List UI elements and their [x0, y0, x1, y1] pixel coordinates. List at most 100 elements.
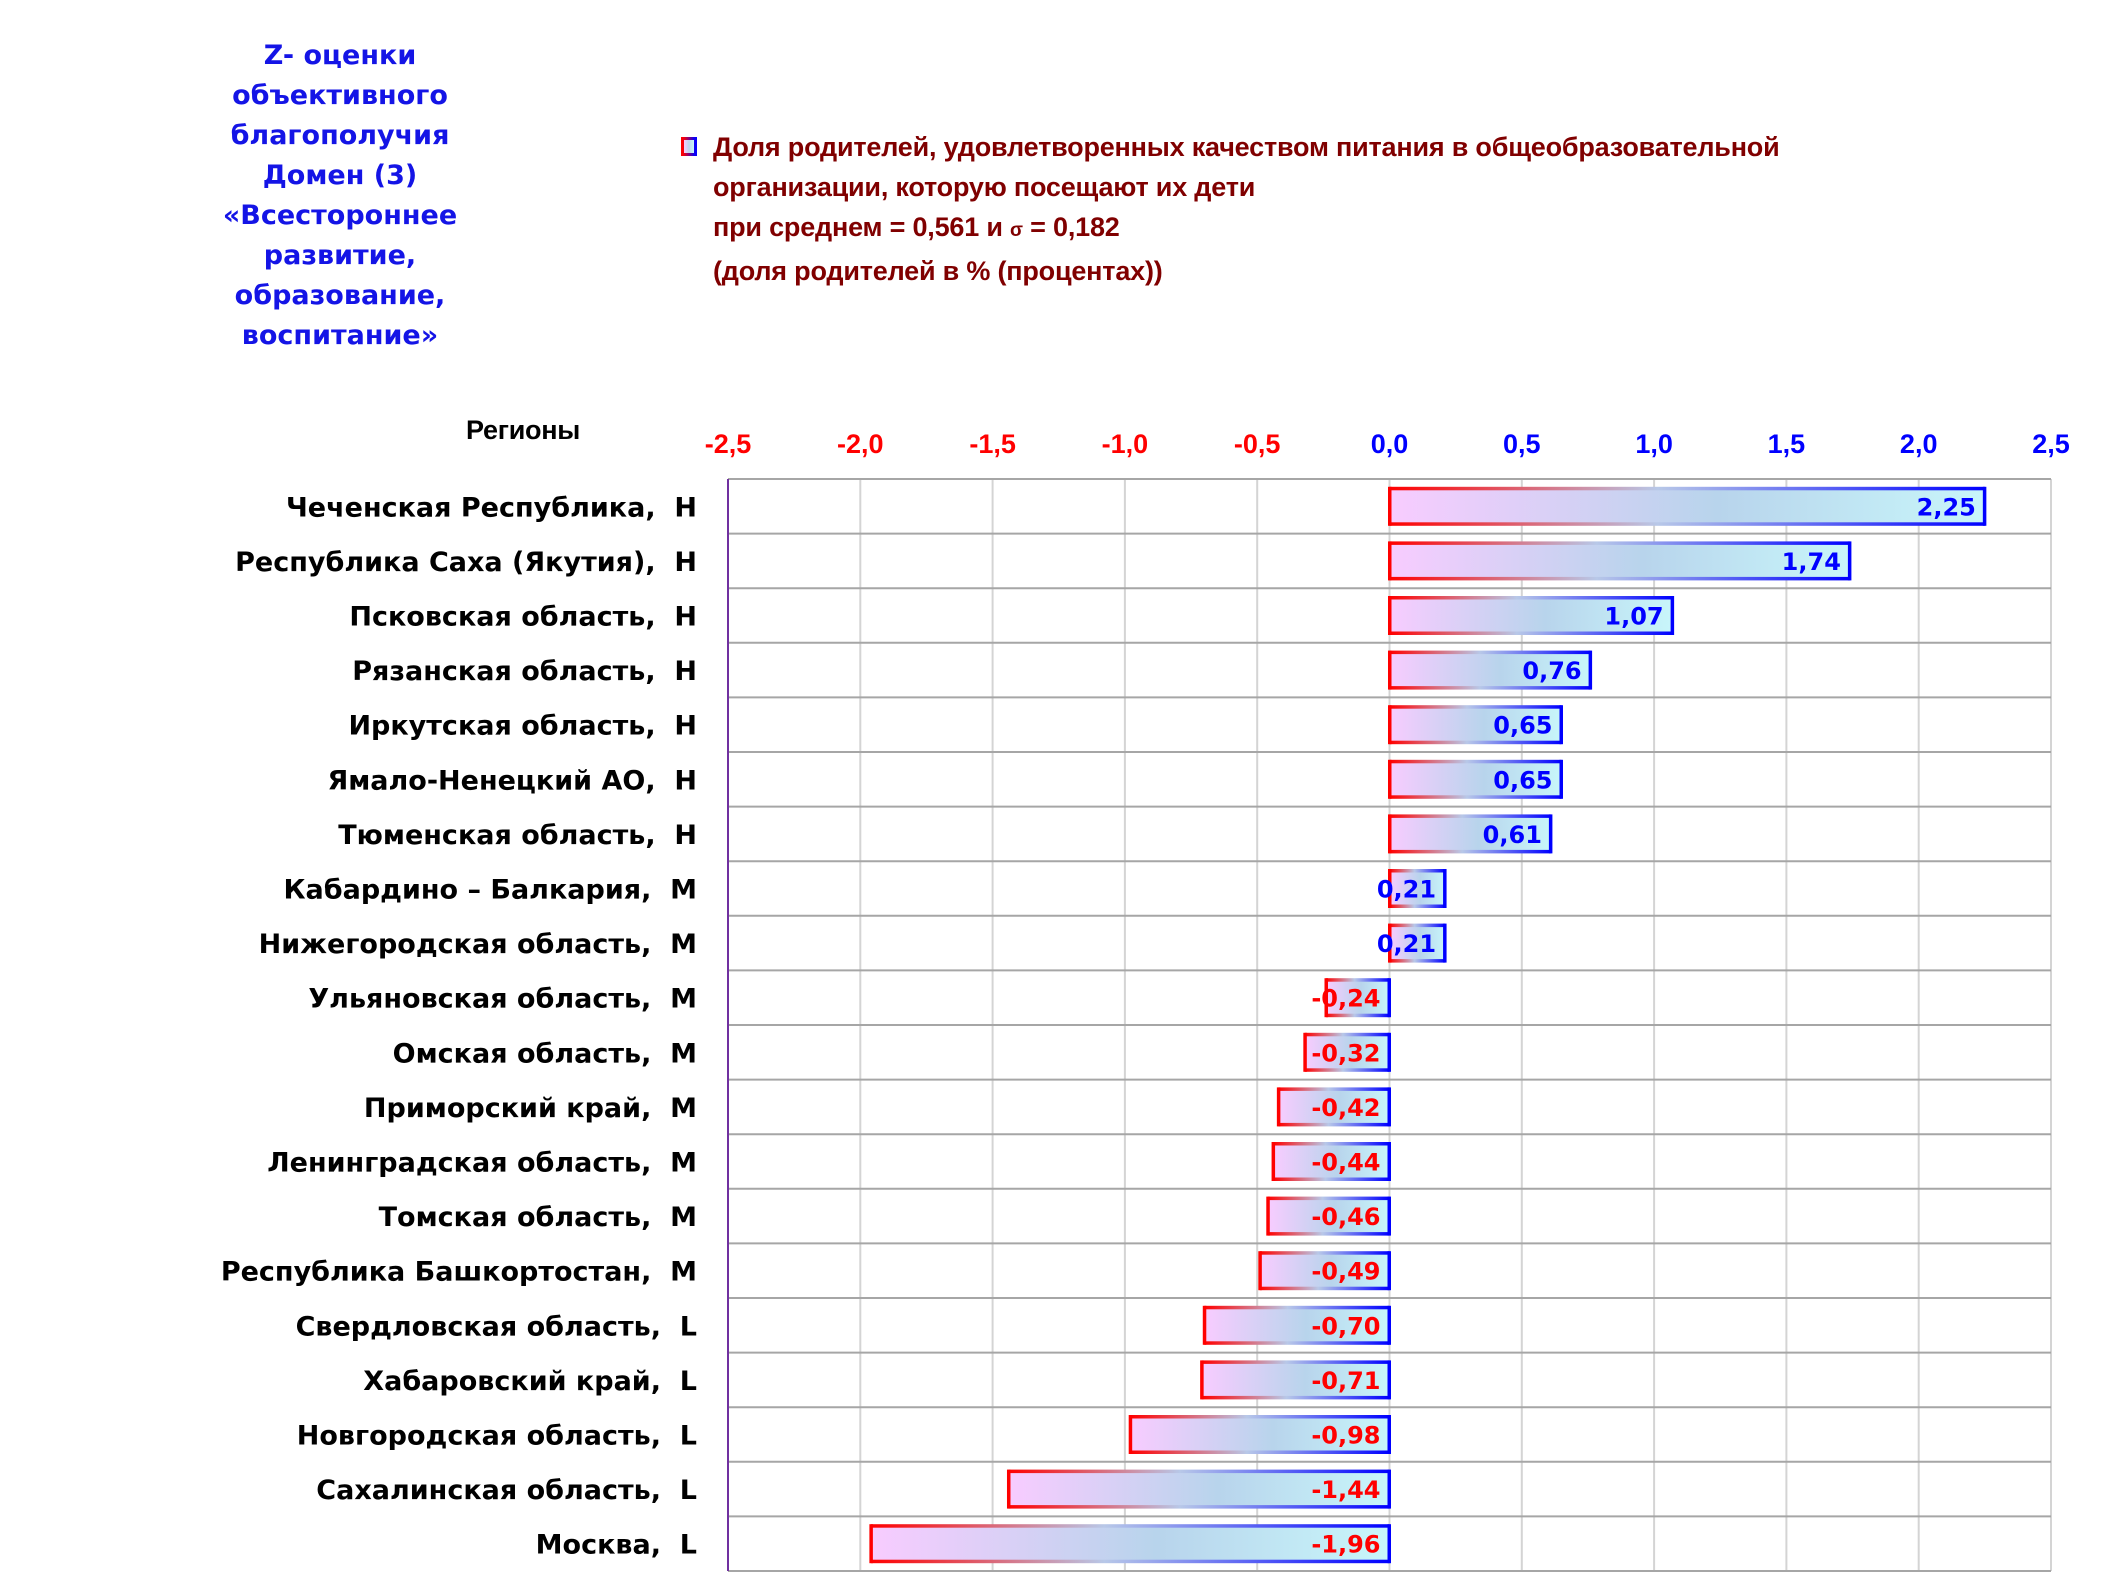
bar-border-bottom: [870, 1559, 1390, 1564]
bar: [1388, 869, 1447, 908]
x-tick-label: -0,5: [1234, 429, 1281, 459]
legend-line-1: Доля родителей, удовлетворенных качество…: [713, 132, 1780, 162]
value-label: -1,44: [1311, 1476, 1380, 1504]
value-label: -0,42: [1311, 1094, 1380, 1122]
bar-border-left: [1276, 1087, 1281, 1127]
bar-border-right: [1588, 650, 1593, 690]
bar-border-bottom: [1389, 522, 1985, 526]
bar-border-right: [1387, 1360, 1391, 1400]
value-label: 2,25: [1917, 493, 1976, 521]
bar-border-left: [1258, 1251, 1262, 1291]
bar: [1258, 1251, 1391, 1291]
bar-border-top: [1389, 814, 1551, 818]
chart-side-title: Z- оценки объективного благополучия Домен (…: [190, 36, 490, 356]
x-tick-label: 2,0: [1900, 429, 1938, 459]
bar-fill: [1389, 761, 1562, 798]
bar-fill: [1267, 1198, 1390, 1235]
value-label: -0,24: [1311, 985, 1380, 1013]
bar-border-left: [1388, 486, 1392, 526]
bar: [1266, 1196, 1391, 1236]
bar-border-bottom: [1389, 849, 1551, 854]
bar-fill: [1389, 542, 1850, 579]
bar-border-left: [1202, 1305, 1207, 1345]
x-axis-ticks: -2,5 -2,0 -1,5 -1,0 -0,5 0,0 0,5 1,0 1,5 2,0 2,5: [705, 429, 2070, 459]
bar-border-right: [1387, 978, 1391, 1018]
bar-border-left: [1388, 650, 1392, 690]
x-tick-label: 0,5: [1503, 429, 1541, 459]
bar: [1006, 1469, 1391, 1509]
bar-border-right: [1559, 759, 1563, 799]
bars: [869, 486, 1987, 1564]
x-tick-label: 1,0: [1635, 429, 1673, 459]
bar: [1388, 486, 1987, 526]
category-label: Тюменская область, Н: [338, 820, 697, 851]
bar-border-right: [1387, 1032, 1391, 1072]
category-label: Свердловская область, L: [296, 1311, 697, 1342]
value-labels: 2,25 1,74 1,07 0,76 0,65 0,65 0,61 0,21 0,21 -0,2…: [1311, 493, 1976, 1558]
bar-border-right: [1548, 814, 1553, 854]
x-tick-label: -1,0: [1102, 429, 1149, 459]
bar-border-bottom: [1201, 1395, 1390, 1400]
title-line: развитие,: [263, 240, 417, 271]
title-line: благополучия: [230, 120, 450, 151]
value-label: -0,46: [1311, 1203, 1380, 1231]
bar-border-top: [1389, 596, 1673, 600]
bar-border-left: [1388, 541, 1392, 581]
bar-border-top: [1267, 1196, 1390, 1201]
value-label: -0,32: [1311, 1039, 1380, 1067]
bar-border-bottom: [1389, 959, 1446, 963]
bar-border-top: [1130, 1415, 1390, 1419]
value-label: 1,74: [1782, 548, 1841, 576]
value-label: 0,76: [1522, 657, 1581, 685]
bar-border-top: [870, 1524, 1390, 1528]
bar-fill: [1389, 706, 1562, 743]
value-label: 0,21: [1377, 930, 1436, 958]
category-label: Рязанская область, Н: [352, 656, 697, 687]
legend-text: Доля родителей, удовлетворенных качество…: [713, 127, 1780, 291]
value-label: -0,44: [1311, 1149, 1380, 1177]
bar-border-left: [1266, 1196, 1270, 1236]
bar-border-top: [1278, 1087, 1390, 1091]
category-label: Ямало-Ненецкий АО, Н: [327, 765, 697, 796]
legend-sigma-value: = 0,182: [1022, 212, 1120, 242]
bar-border-right: [1670, 596, 1675, 635]
bar: [1128, 1415, 1391, 1454]
value-label: -1,96: [1311, 1531, 1380, 1559]
category-label: Кабардино – Балкария, М: [283, 875, 697, 906]
bar-fill: [1389, 815, 1551, 852]
bar-fill: [1389, 870, 1446, 907]
bar-border-right: [1387, 1305, 1391, 1345]
bar-border-bottom: [1259, 1286, 1390, 1291]
x-tick-label: -2,5: [705, 429, 752, 459]
category-label: Псковская область, Н: [349, 602, 697, 633]
bar-fill: [1008, 1471, 1390, 1508]
bar-border-top: [1008, 1469, 1390, 1474]
title-line: образование,: [234, 280, 446, 311]
value-label: -0,98: [1311, 1422, 1380, 1450]
bar-fill: [1278, 1088, 1390, 1125]
bar-border-right: [1847, 541, 1852, 581]
bar-fill: [1389, 652, 1591, 689]
bar: [1271, 1142, 1391, 1181]
legend-mean: при среднем = 0,561 и: [713, 212, 1011, 242]
bar-border-right: [1387, 1251, 1391, 1291]
bar-border-right: [1982, 486, 1987, 526]
category-label: Сахалинская область, L: [316, 1475, 697, 1506]
bar-border-left: [1324, 978, 1328, 1018]
category-label: Новгородская область, L: [297, 1421, 697, 1452]
category-label: Ленинградская область, М: [267, 1148, 697, 1179]
category-label: Нижегородская область, М: [259, 929, 697, 960]
bar: [1388, 759, 1563, 799]
category-labels: Чеченская Республика, Н Республика Саха (…: [221, 492, 697, 1560]
bar: [1303, 1032, 1391, 1072]
value-label: 0,65: [1493, 712, 1552, 740]
bar-border-left: [869, 1524, 873, 1564]
bar: [1388, 541, 1852, 581]
bar: [869, 1524, 1391, 1564]
bar-border-bottom: [1389, 686, 1591, 690]
x-tick-label: -1,5: [969, 429, 1016, 459]
category-label: Хабаровский край, L: [363, 1366, 697, 1397]
value-label: -0,49: [1311, 1258, 1380, 1286]
title-line: Z- оценки: [263, 40, 417, 71]
bar-border-top: [1389, 759, 1562, 764]
